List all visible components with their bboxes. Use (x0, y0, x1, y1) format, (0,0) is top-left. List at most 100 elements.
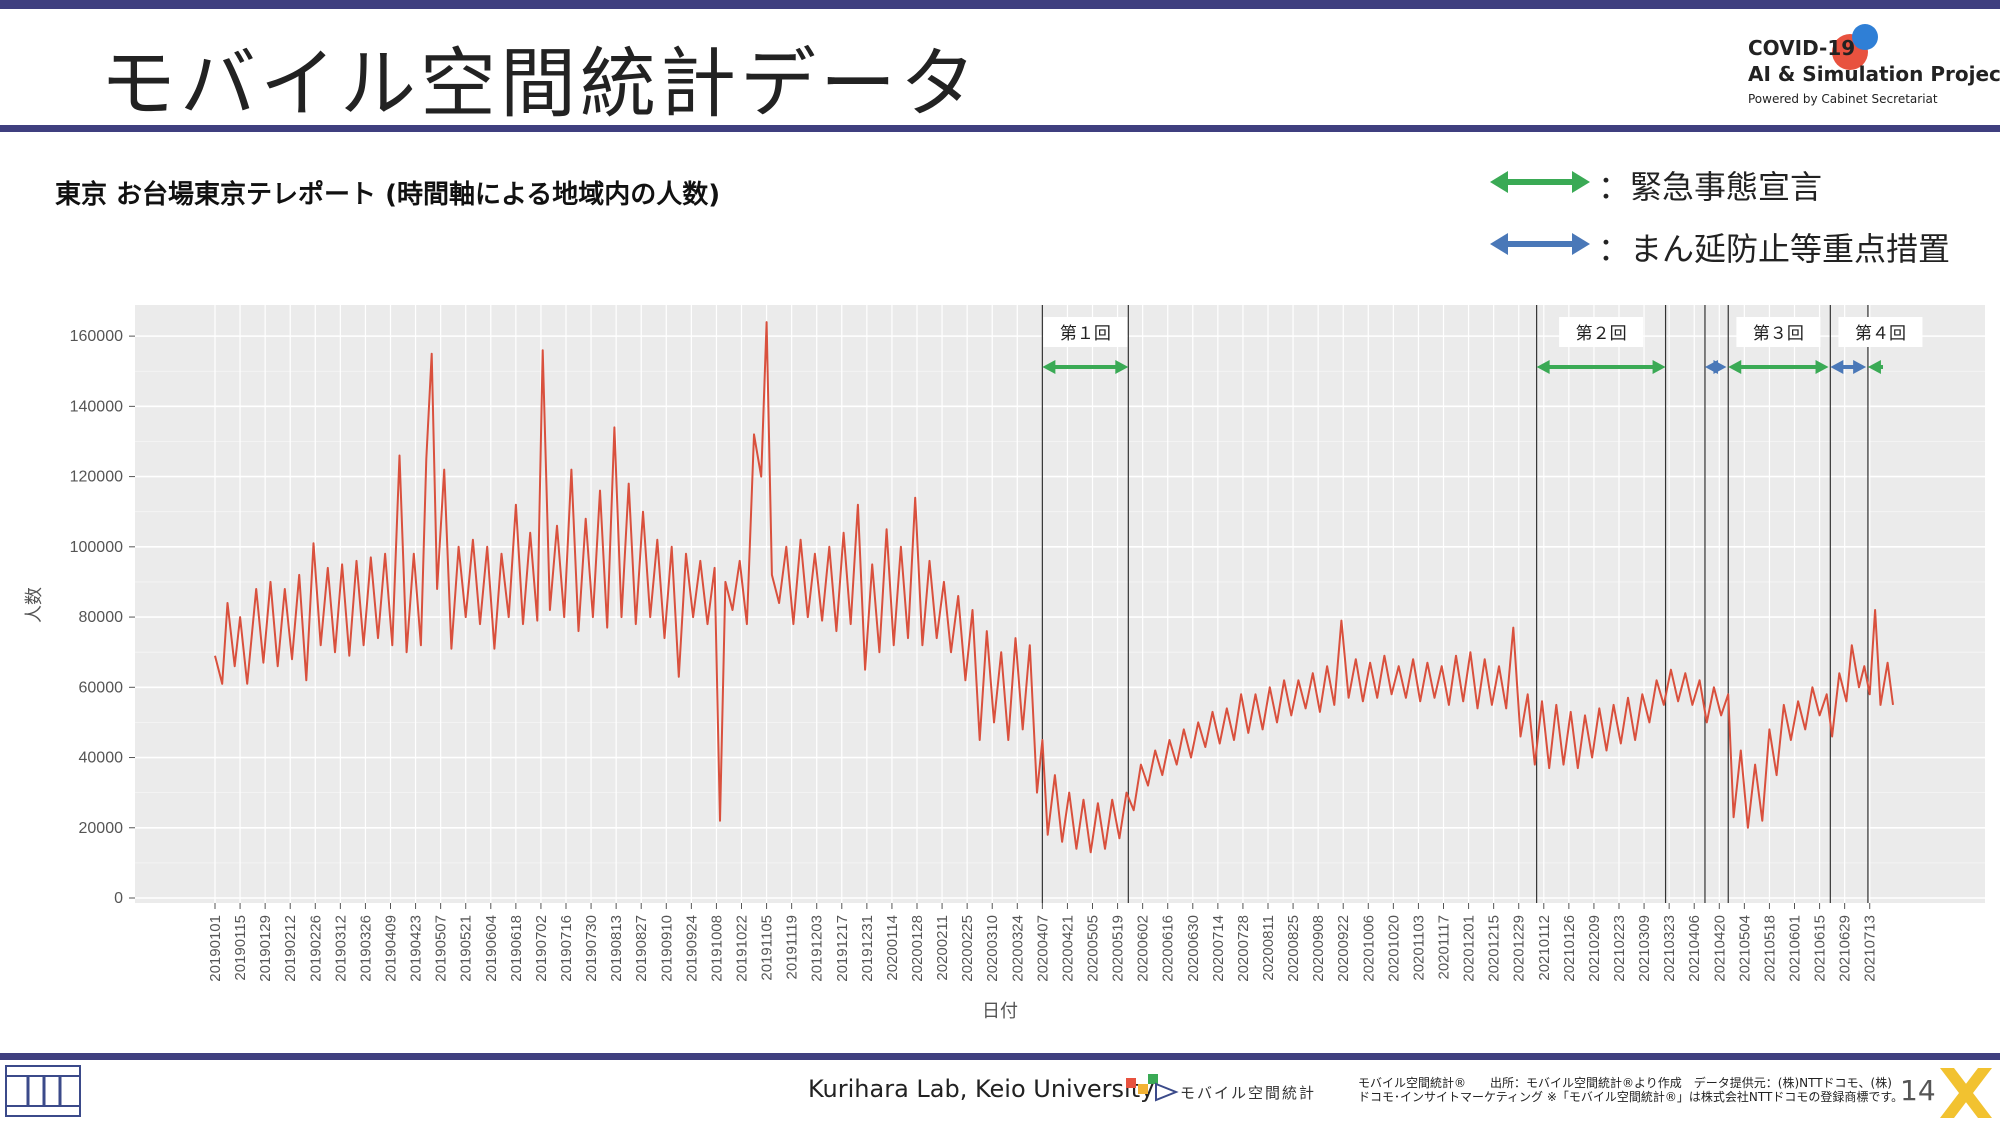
project-brand: COVID-19 AI & Simulation Project Powered… (1748, 24, 2000, 115)
brand-line-1: COVID-19 (1748, 36, 1856, 60)
legend-item-emergency: ：緊急事態宣言 (1490, 162, 2000, 206)
period-label: 第１回 (1060, 324, 1111, 344)
legend-label-priority: ：まん延防止等重点措置 (1598, 230, 1951, 268)
brand-line-2: AI & Simulation Project (1748, 62, 2000, 86)
x-tick-label: 20210420 (1711, 915, 1728, 982)
y-tick-label: 140000 (70, 398, 123, 415)
x-axis: 20190101 20190115 20190129 20190212 20190226… (207, 903, 1879, 982)
x-tick-label: 20190115 (232, 915, 249, 981)
x-tick-label: 20200310 (984, 915, 1001, 982)
y-tick-label: 100000 (70, 539, 123, 556)
period-arrow-priority (1704, 360, 1727, 374)
x-tick-label: 20191217 (834, 915, 851, 982)
x-tick-label: 20201006 (1360, 915, 1377, 982)
x-tick-label: 20210713 (1862, 915, 1879, 982)
y-tick-label: 120000 (70, 469, 123, 486)
brand-blue-dot-icon (1852, 24, 1878, 50)
y-tick-label: 60000 (79, 679, 124, 696)
y-tick-label: 80000 (79, 609, 124, 626)
x-tick-label: 20200811 (1260, 915, 1277, 981)
period-label: 第４回 (1855, 324, 1906, 344)
x-tick-label: 20201103 (1410, 915, 1427, 981)
x-tick-label: 20200519 (1110, 915, 1127, 982)
period-label: 第３回 (1753, 324, 1804, 344)
chart-subtitle: 東京 お台場東京テレポート (時間軸による地域内の人数) (55, 180, 721, 210)
x-tick-label: 20200324 (1009, 915, 1026, 982)
x-tick-label: 20190101 (207, 915, 224, 982)
x-tick-label: 20210504 (1736, 915, 1753, 982)
x-tick-label: 20190716 (558, 915, 575, 982)
x-tick-label: 20210126 (1561, 915, 1578, 982)
x-tick-label: 20191231 (859, 915, 876, 982)
legend-label-emergency: ：緊急事態宣言 (1598, 168, 1823, 206)
x-tick-label: 20190924 (683, 915, 700, 982)
x-tick-label: 20200630 (1185, 915, 1202, 982)
y-axis-label: 人数 (24, 587, 45, 623)
x-tick-label: 20190226 (307, 915, 324, 982)
x-tick-label: 20200421 (1059, 915, 1076, 982)
x-tick-label: 20200728 (1235, 915, 1252, 982)
x-tick-label: 20190326 (357, 915, 374, 982)
x-tick-label: 20190604 (483, 915, 500, 982)
x-tick-label: 20190423 (408, 915, 425, 982)
x-tick-label: 20201117 (1436, 915, 1453, 980)
x-tick-label: 20201020 (1385, 915, 1402, 982)
period-arrow-priority (1830, 360, 1867, 374)
x-tick-label: 20190618 (508, 915, 525, 982)
keio-lab-logo-icon (5, 1065, 81, 1117)
period-label-box (1043, 317, 1128, 347)
x-tick-label: 20200616 (1160, 915, 1177, 982)
footer-source-line-1: モバイル空間統計® 出所：モバイル空間統計®より作成 データ提供元：(株)NTT… (1358, 1076, 1892, 1090)
x-tick-label: 20200602 (1135, 915, 1152, 982)
top-accent-bar (0, 0, 2000, 9)
x-tick-label: 20210223 (1611, 915, 1628, 982)
x-tick-label: 20201201 (1461, 915, 1478, 982)
x-tick-label: 20200908 (1310, 915, 1327, 982)
x-tick-label: 20200407 (1034, 915, 1051, 982)
footer-lab-name: Kurihara Lab, Keio University (808, 1075, 1155, 1103)
line-chart: 第１回 第２回 第３回 第４回 0 20000 40000 60000 80000 100000… (24, 305, 1985, 1022)
x-tick-label: 20210601 (1787, 915, 1804, 982)
x-tick-label: 20190827 (633, 915, 650, 982)
x-tick-label: 20190813 (608, 915, 625, 982)
x-tick-label: 20200114 (884, 915, 901, 981)
x-tick-label: 20191203 (809, 915, 826, 982)
period-label-box (1736, 317, 1821, 347)
x-tick-label: 20210112 (1536, 915, 1553, 981)
x-tick-label: 20191119 (784, 915, 801, 980)
x-tick-label: 20210629 (1837, 915, 1854, 982)
page-title: モバイル空間統計データ (100, 39, 980, 128)
x-tick-label: 20200922 (1335, 915, 1352, 982)
period-arrow-emergency (1536, 360, 1666, 374)
x-tick-label: 20200825 (1285, 915, 1302, 982)
series-line (214, 321, 1894, 854)
x-tick-label: 20210323 (1661, 915, 1678, 982)
period-markers: 第１回 第２回 第３回 第４回 (1041, 305, 1923, 903)
period-arrow-emergency (1867, 360, 1883, 374)
footer-divider (0, 1053, 2000, 1060)
mobile-spatial-stats-logo-text: モバイル空間統計 (1180, 1084, 1317, 1102)
x-tick-label: 20210209 (1586, 915, 1603, 982)
plot-background (135, 305, 1985, 903)
brand-line-3: Powered by Cabinet Secretariat (1748, 92, 1938, 106)
x-tick-label: 20190129 (257, 915, 274, 982)
period-arrow-emergency (1728, 360, 1829, 374)
x-tick-label: 20210518 (1761, 915, 1778, 982)
page-number: 14 (1900, 1074, 1936, 1107)
x-tick-label: 20210309 (1636, 915, 1653, 982)
x-tick-label: 20191022 (734, 915, 751, 982)
mobile-spatial-stats-logo-icon (1126, 1074, 1179, 1102)
period-arrow-emergency (1042, 360, 1129, 374)
x-tick-label: 20191105 (759, 915, 776, 981)
x-tick-label: 20190521 (458, 915, 475, 982)
x-tick-label: 20200714 (1210, 915, 1227, 982)
header-divider (0, 125, 2000, 132)
x-tick-label: 20191008 (708, 915, 725, 982)
legend-item-priority: ：まん延防止等重点措置 (1490, 224, 2000, 268)
x-project-logo-icon (1940, 1068, 1992, 1118)
y-tick-label: 160000 (70, 328, 123, 345)
footer-source-line-2: ドコモ･インサイトマーケティング ※「モバイル空間統計®」は株式会社NTTドコモ… (1358, 1090, 1904, 1104)
x-tick-label: 20190409 (383, 915, 400, 982)
blue-double-arrow-icon (1490, 233, 1590, 255)
period-label-box (1838, 317, 1923, 347)
